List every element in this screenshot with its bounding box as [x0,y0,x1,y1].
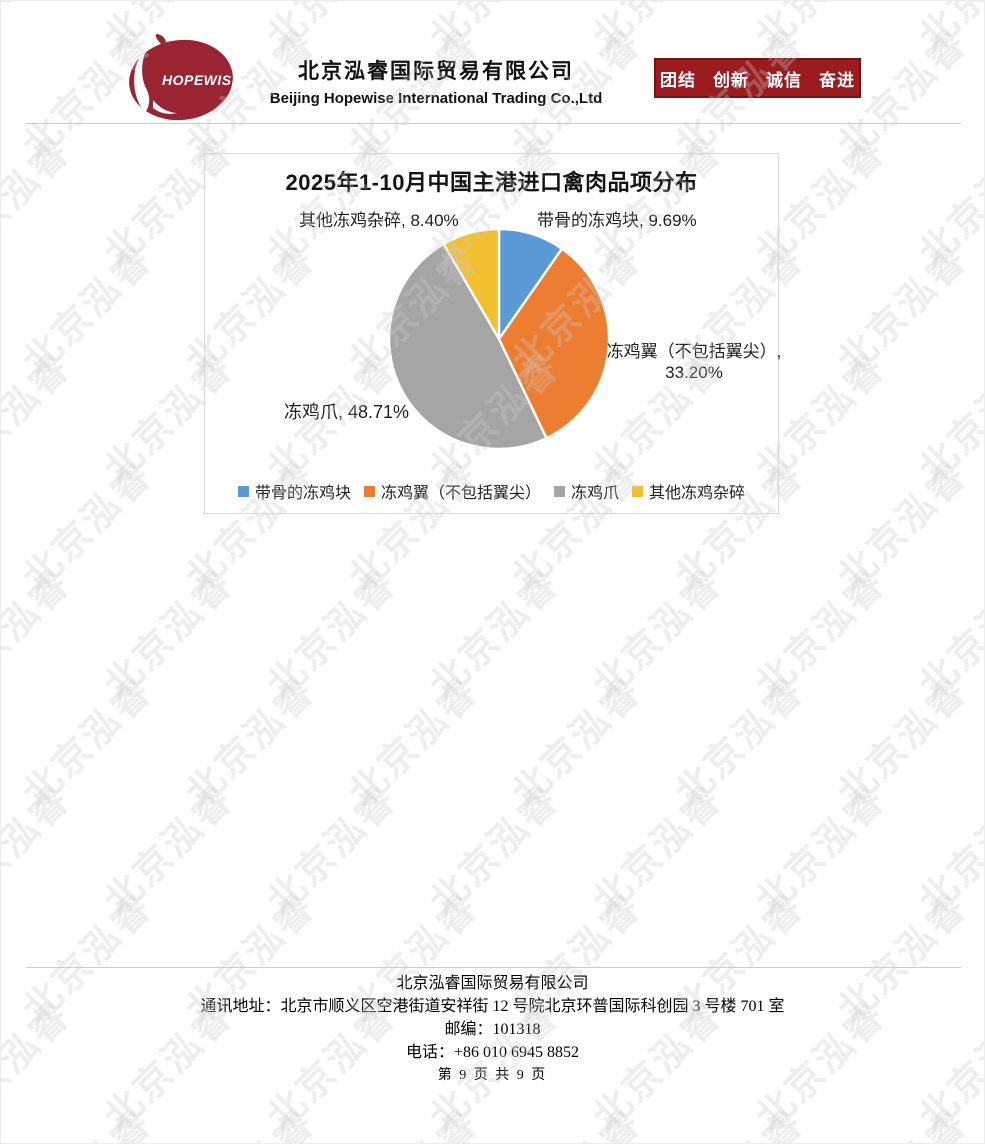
watermark-text: 北京泓睿 [578,1,733,61]
watermark-text: 北京泓睿 [171,1094,326,1143]
watermark-text: 北京泓睿 [830,669,977,816]
watermark-text: 北京泓睿 [15,453,162,600]
watermark-text: 北京泓睿 [911,345,984,492]
pie-slice-1 [497,247,611,440]
data-label-other: 其他冻鸡杂碎, 8.40% [299,211,459,230]
company-logo: HOPEWISE [129,34,237,121]
watermark-text: 北京泓睿 [585,777,732,924]
watermark-text: 北京泓睿 [422,561,569,708]
watermark-text: 北京泓睿 [96,777,243,924]
header-company-block: 北京泓睿国际贸易有限公司 Beijing Hopewise Internatio… [246,55,626,107]
watermark-text: 北京泓睿 [422,777,569,924]
logo-swirl [153,100,177,114]
footer-address: 通讯地址：北京市顺义区空港街道安祥街 12 号院北京环普国际科创园 3 号楼 7… [200,998,785,1015]
legend-label: 冻鸡爪 [571,485,620,502]
logo-face-profile [134,47,150,113]
legend-swatch [554,485,565,497]
slogan-word: 诚信 [766,70,802,90]
watermark-text: 北京泓睿 [252,1,407,61]
legend-item: 冻鸡爪 [554,479,619,503]
legend-label: 冻鸡翼（不包括翼尖） [380,485,541,502]
watermark-text: 北京泓睿 [660,1094,815,1143]
footer-company: 北京泓睿国际贸易有限公司 [396,975,589,992]
watermark-text: 北京泓睿 [1,777,80,924]
watermark-text: 北京泓睿 [341,669,488,816]
logo-globe [129,39,233,121]
footer-phone: 电话：+86 010 6945 8852 [405,1044,580,1061]
watermark-text: 北京泓睿 [15,237,162,384]
watermark-text: 北京泓睿 [15,669,162,816]
watermark-text: 北京泓睿 [667,669,814,816]
legend-item: 其他冻鸡杂碎 [632,479,745,503]
watermark-text: 北京泓睿 [8,1094,163,1143]
watermark-text: 北京泓睿 [830,237,977,384]
watermark-text: 北京泓睿 [911,777,984,924]
watermark-text: 北京泓睿 [1,129,80,276]
company-name-en: Beijing Hopewise International Trading C… [269,90,603,107]
footer-divider [26,967,961,968]
watermark-text: 北京泓睿 [911,561,984,708]
legend-item: 带骨的冻鸡块 [237,479,351,503]
legend-item: 冻鸡翼（不包括翼尖） [363,479,541,503]
data-label-wings-line1: 冻鸡翼（不包括翼尖）, [606,342,782,361]
legend-label: 其他冻鸡杂碎 [649,485,746,502]
logo-wordmark: HOPEWISE [162,72,237,88]
slogan-word: 奋进 [819,70,855,90]
legend-label: 带骨的冻鸡块 [254,485,351,502]
chart-legend: 带骨的冻鸡块 冻鸡翼（不包括翼尖） 冻鸡爪 其他冻鸡杂碎 [205,479,778,503]
pie-slice-3 [442,227,501,341]
watermark-text: 北京泓睿 [1,345,80,492]
watermark-text: 北京泓睿 [415,1,570,61]
watermark-text: 北京泓睿 [911,129,984,276]
pie-chart-card: 2025年1-10月中国主港进口禽肉品项分布 其他冻鸡杂碎, 8.40% 带骨的… [204,153,781,514]
watermark-text: 北京泓睿 [497,1094,652,1143]
watermark-text: 北京泓睿 [504,669,651,816]
watermark-text: 北京泓睿 [830,453,977,600]
watermark-text: 北京泓睿 [259,777,406,924]
data-label-wings-line2: 33.20% [665,363,723,382]
footer-block: 北京泓睿国际贸易有限公司 通讯地址：北京市顺义区空港街道安祥街 12 号院北京环… [1,972,984,1064]
watermark-text: 北京泓睿 [748,777,895,924]
watermark-text: 北京泓睿 [741,1,896,61]
watermark-text: 北京泓睿 [1,1,80,61]
page-number: 第 9 页 共 9 页 [437,1068,548,1083]
watermark-text: 北京泓睿 [259,561,406,708]
slogan-word: 团结 [660,70,696,90]
legend-swatch [363,485,375,497]
watermark-text: 北京泓睿 [748,561,895,708]
legend-swatch [632,485,644,497]
data-label-bone-in: 带骨的冻鸡块, 9.69% [537,211,697,230]
watermark-text: 北京泓睿 [823,1094,978,1143]
company-name-zh: 北京泓睿国际贸易有限公司 [298,59,574,83]
pie-slice-2 [387,242,548,451]
pie-chart [387,227,611,451]
watermark-text: 北京泓睿 [334,1094,489,1143]
watermark-text: 北京泓睿 [96,561,243,708]
slogan-banner: 团结 创新 诚信 奋进 [654,58,861,98]
chart-title: 2025年1-10月中国主港进口禽肉品项分布 [285,170,698,195]
data-label-wings: 冻鸡翼（不包括翼尖）, 33.20% [605,341,783,383]
watermark-text: 北京泓睿 [904,1,984,61]
header-divider [26,123,961,124]
legend-swatch [237,485,249,497]
watermark-text: 北京泓睿 [585,561,732,708]
slogan-word: 创新 [713,70,749,90]
footer-postcode: 邮编：101318 [444,1021,541,1038]
data-label-claws: 冻鸡爪, 48.71% [284,402,410,422]
watermark-text: 北京泓睿 [178,669,325,816]
watermark-text: 北京泓睿 [1,561,80,708]
logo-leaf [155,34,166,44]
